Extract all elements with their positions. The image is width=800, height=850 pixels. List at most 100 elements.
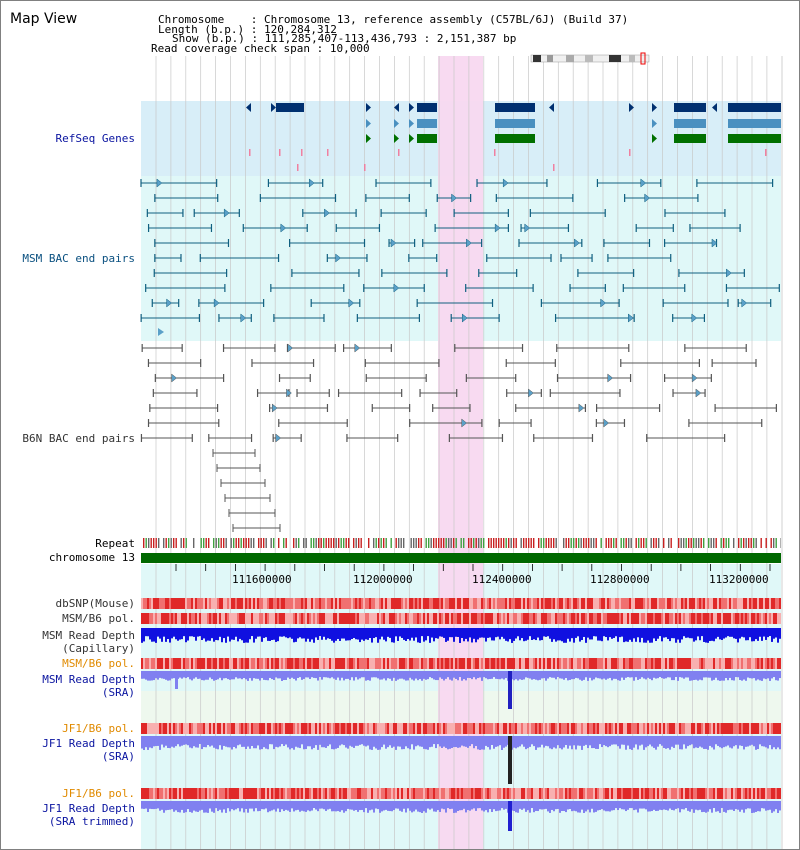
jf1-b6-pol-cell xyxy=(441,788,443,799)
jf1-depth-sra-bar xyxy=(317,736,319,750)
jf1-b6-pol-cell xyxy=(277,723,279,734)
jf1-depth-sra-bar xyxy=(455,736,457,748)
track-label-b6n-bac[interactable]: B6N BAC end pairs xyxy=(22,432,135,445)
msm-b6-pol-cell xyxy=(143,613,145,624)
msm-b6-pol-cell xyxy=(469,658,471,669)
msm-depth-capillary-bar xyxy=(543,628,545,637)
msm-b6-pol-cell xyxy=(249,613,251,624)
jf1-depth-trimmed-bar xyxy=(155,801,157,809)
dbsnp-cell xyxy=(755,598,757,609)
msm-depth-capillary-bar xyxy=(763,628,765,637)
jf1-depth-sra-bar xyxy=(535,736,537,750)
msm-depth-capillary-bar xyxy=(177,628,179,641)
jf1-b6-pol-cell xyxy=(549,723,551,734)
info-coverage: Read coverage check span : 10,000 xyxy=(151,42,370,55)
jf1-b6-pol-cell xyxy=(683,723,685,734)
repeat-element xyxy=(565,538,567,548)
track-label-msm-depth-capillary[interactable]: MSM Read Depth (Capillary) xyxy=(42,629,135,655)
msm-b6-pol-cell xyxy=(721,658,723,669)
msm-depth-sra-bar xyxy=(677,671,679,681)
jf1-depth-trimmed-bar xyxy=(409,801,411,811)
msm-b6-pol-cell xyxy=(237,658,239,669)
msm-depth-capillary-bar xyxy=(679,628,681,643)
msm-b6-pol-cell xyxy=(331,613,333,624)
msm-b6-pol-cell xyxy=(309,613,311,624)
msm-depth-sra-bar xyxy=(277,671,279,679)
jf1-depth-sra-line2: (SRA) xyxy=(101,750,135,763)
msm-b6-pol-cell xyxy=(653,658,655,669)
jf1-depth-trimmed-bar xyxy=(565,801,567,813)
jf1-depth-sra-bar xyxy=(305,736,307,750)
dbsnp-cell xyxy=(347,598,349,609)
jf1-b6-pol-cell xyxy=(557,788,559,799)
dbsnp-cell xyxy=(345,598,347,609)
jf1-b6-pol-cell xyxy=(199,723,201,734)
track-label-jf1-depth-sra[interactable]: JF1 Read Depth (SRA) xyxy=(42,737,135,763)
repeat-element xyxy=(585,538,587,548)
jf1-b6-pol-cell xyxy=(311,723,313,734)
msm-b6-pol-cell xyxy=(727,613,729,624)
track-label-msm-b6-pol-2[interactable]: MSM/B6 pol. xyxy=(62,657,135,670)
msm-b6-pol-cell xyxy=(217,613,219,624)
repeat-element xyxy=(543,538,545,548)
msm-b6-pol-cell xyxy=(749,658,751,669)
track-label-jf1-depth-trimmed[interactable]: JF1 Read Depth (SRA trimmed) xyxy=(42,802,135,828)
msm-depth-capillary-bar xyxy=(711,628,713,641)
jf1-b6-pol-cell xyxy=(207,723,209,734)
dbsnp-cell xyxy=(543,598,545,609)
jf1-b6-pol-cell xyxy=(215,723,217,734)
msm-depth-capillary-bar xyxy=(733,628,735,639)
jf1-b6-pol-cell xyxy=(221,723,223,734)
msm-depth-capillary-bar xyxy=(321,628,323,640)
track-label-msm-b6-pol[interactable]: MSM/B6 pol. xyxy=(62,612,135,625)
jf1-depth-trimmed-bar xyxy=(541,801,543,810)
msm-depth-capillary-bar xyxy=(593,628,595,637)
jf1-b6-pol-cell xyxy=(381,723,383,734)
dbsnp-cell xyxy=(259,598,261,609)
jf1-depth-trimmed-bar xyxy=(515,801,517,813)
msm-depth-capillary-bar xyxy=(653,628,655,639)
jf1-b6-pol-cell xyxy=(641,723,643,734)
msm-depth-capillary-bar xyxy=(687,628,689,638)
msm-b6-pol-cell xyxy=(163,613,165,624)
jf1-b6-pol-cell xyxy=(449,723,451,734)
jf1-b6-pol-cell xyxy=(623,788,625,799)
track-label-jf1-b6-pol[interactable]: JF1/B6 pol. xyxy=(62,722,135,735)
track-label-chromosome[interactable]: chromosome 13 xyxy=(48,551,135,564)
msm-depth-sra-bar xyxy=(723,671,725,681)
msm-b6-pol-cell xyxy=(563,658,565,669)
track-label-repeat[interactable]: Repeat xyxy=(95,537,135,550)
msm-b6-pol-cell xyxy=(667,613,669,624)
msm-b6-pol-cell xyxy=(739,658,741,669)
jf1-b6-pol-cell xyxy=(739,788,741,799)
msm-depth-sra-bar xyxy=(171,671,173,679)
msm-depth-capillary-bar xyxy=(145,628,147,637)
gene-block xyxy=(728,119,781,128)
msm-b6-pol-cell xyxy=(417,613,419,624)
track-label-msm-depth-sra[interactable]: MSM Read Depth (SRA) xyxy=(42,673,135,699)
jf1-b6-pol-cell xyxy=(143,723,145,734)
jf1-b6-pol-cell xyxy=(227,788,229,799)
msm-depth-capillary-bar xyxy=(381,628,383,637)
msm-b6-pol-cell xyxy=(527,613,529,624)
track-label-jf1-b6-pol-2[interactable]: JF1/B6 pol. xyxy=(62,787,135,800)
jf1-depth-sra-bar xyxy=(323,736,325,748)
msm-depth-sra-bar xyxy=(547,671,549,679)
track-label-refseq[interactable]: RefSeq Genes xyxy=(55,132,135,145)
jf1-depth-sra-bar xyxy=(229,736,231,748)
jf1-depth-trimmed-bar xyxy=(299,801,301,812)
jf1-depth-trimmed-bar xyxy=(405,801,407,813)
dbsnp-cell xyxy=(273,598,275,609)
track-label-msm-bac[interactable]: MSM BAC end pairs xyxy=(22,252,135,265)
msm-depth-capillary-bar xyxy=(563,628,565,643)
msm-depth-sra-bar xyxy=(725,671,727,679)
dbsnp-cell xyxy=(735,598,737,609)
msm-depth-capillary-bar xyxy=(539,628,541,641)
b6n-bac-pair-arrow xyxy=(171,373,177,383)
jf1-depth-trimmed-bar xyxy=(189,801,191,812)
jf1-b6-pol-cell xyxy=(741,788,743,799)
msm-b6-pol-cell xyxy=(231,613,233,624)
msm-depth-capillary-bar xyxy=(629,628,631,640)
track-label-dbsnp[interactable]: dbSNP(Mouse) xyxy=(55,597,135,610)
